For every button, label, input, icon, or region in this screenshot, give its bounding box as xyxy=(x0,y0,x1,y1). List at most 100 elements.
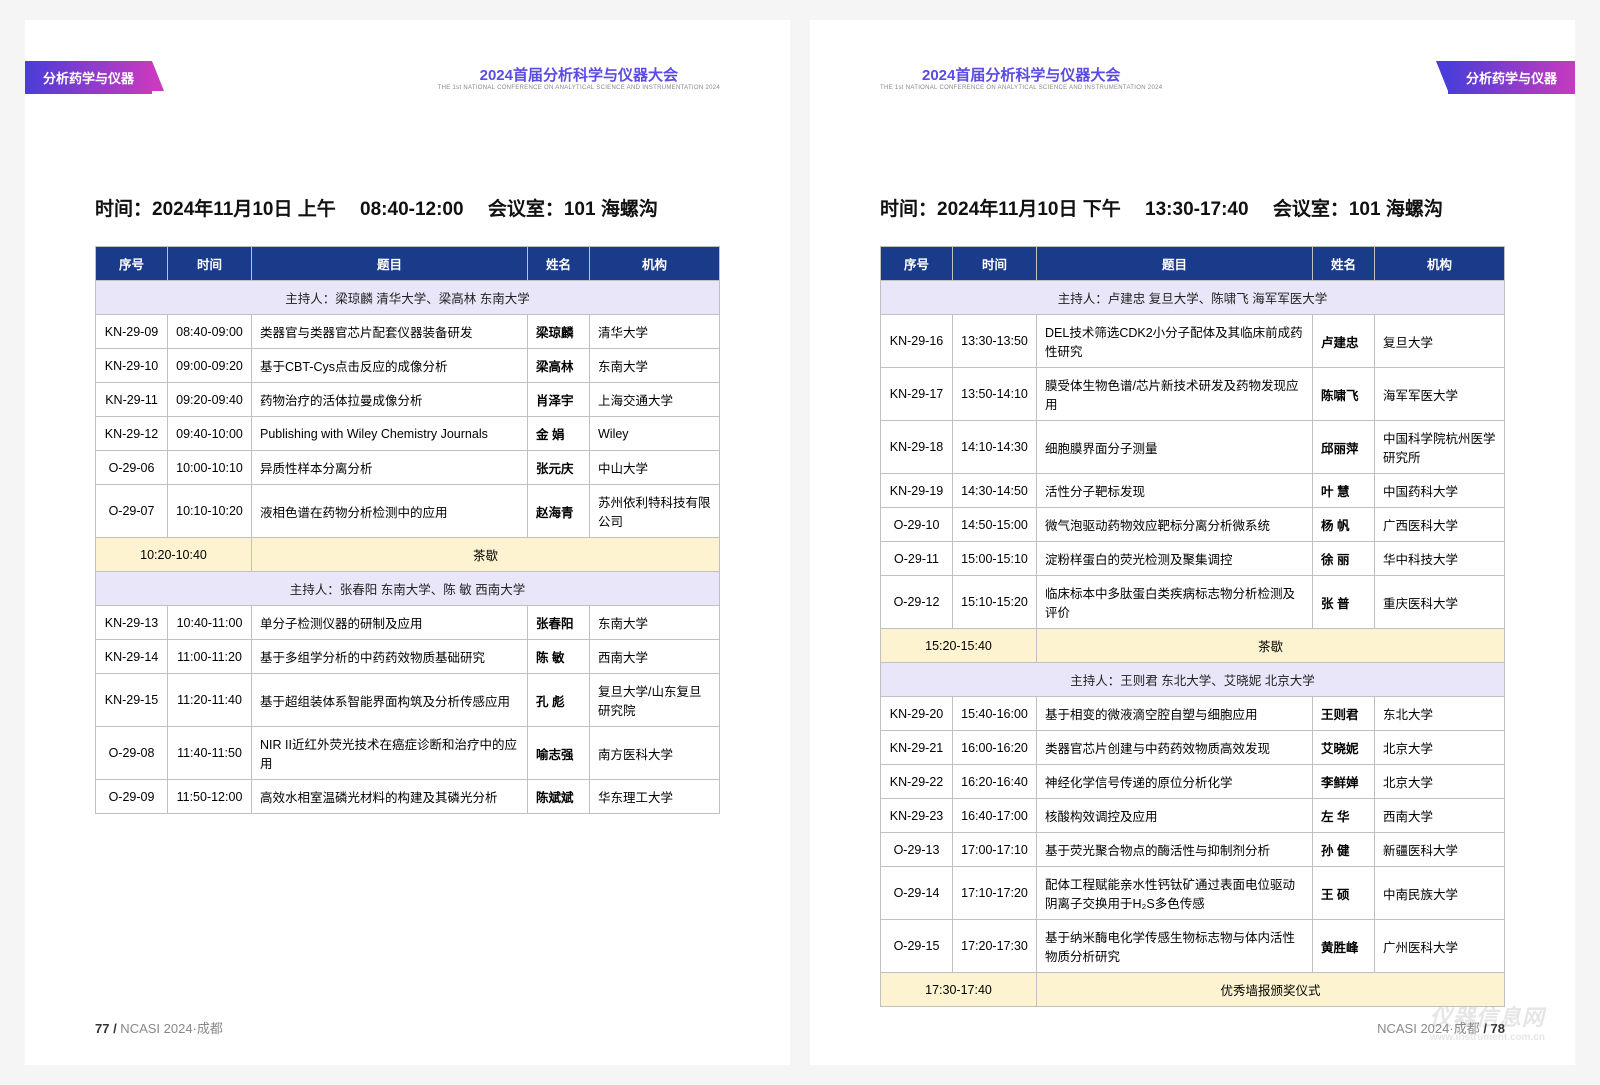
table-body-left: 主持人：梁琼麟 清华大学、梁高林 东南大学 KN-29-09 08:40-09:… xyxy=(96,281,720,814)
cell-topic: 微气泡驱动药物效应靶标分离分析微系统 xyxy=(1037,508,1313,542)
chair-cell: 主持人：张春阳 东南大学、陈 敏 西南大学 xyxy=(96,572,720,606)
header-bar-right: 2024首届分析科学与仪器大会 THE 1st NATIONAL CONFERE… xyxy=(810,60,1575,94)
cell-seq: KN-29-16 xyxy=(881,315,953,368)
col-org: 机构 xyxy=(590,247,720,281)
footer-text: NCASI 2024·成都 xyxy=(117,1021,223,1036)
break-time: 10:20-10:40 xyxy=(96,538,252,572)
cell-time: 17:00-17:10 xyxy=(953,833,1037,867)
table-row: O-29-08 11:40-11:50 NIR II近红外荧光技术在癌症诊断和治… xyxy=(96,727,720,780)
cell-name: 张元庆 xyxy=(528,451,590,485)
chair-cell: 主持人：梁琼麟 清华大学、梁高林 东南大学 xyxy=(96,281,720,315)
cell-seq: KN-29-09 xyxy=(96,315,168,349)
left-content: 时间：2024年11月10日 上午 08:40-12:00 会议室：101 海螺… xyxy=(25,94,790,814)
cell-seq: O-29-12 xyxy=(881,576,953,629)
cell-topic: 细胞膜界面分子测量 xyxy=(1037,421,1313,474)
cell-org: 西南大学 xyxy=(590,640,720,674)
cell-topic: 淀粉样蛋白的荧光检测及聚集调控 xyxy=(1037,542,1313,576)
cell-org: 南方医科大学 xyxy=(590,727,720,780)
cell-topic: 药物治疗的活体拉曼成像分析 xyxy=(252,383,528,417)
cell-topic: 基于纳米酶电化学传感生物标志物与体内活性物质分析研究 xyxy=(1037,920,1313,973)
cell-time: 14:30-14:50 xyxy=(953,474,1037,508)
table-row: KN-29-22 16:20-16:40 神经化学信号传递的原位分析化学 李鲜婵… xyxy=(881,765,1505,799)
cell-topic: 配体工程赋能亲水性钙钛矿通过表面电位驱动阴离子交换用于H₂S多色传感 xyxy=(1037,867,1313,920)
conf-sub: THE 1st NATIONAL CONFERENCE ON ANALYTICA… xyxy=(438,85,720,91)
cell-org: 中国药科大学 xyxy=(1375,474,1505,508)
schedule-table-right: 序号 时间 题目 姓名 机构 主持人：卢建忠 复旦大学、陈啸飞 海军军医大学 K… xyxy=(880,246,1505,1007)
table-row: O-29-12 15:10-15:20 临床标本中多肽蛋白类疾病标志物分析检测及… xyxy=(881,576,1505,629)
cell-time: 11:50-12:00 xyxy=(168,780,252,814)
cell-time: 09:40-10:00 xyxy=(168,417,252,451)
cell-time: 15:40-16:00 xyxy=(953,697,1037,731)
table-row: KN-29-13 10:40-11:00 单分子检测仪器的研制及应用 张春阳 东… xyxy=(96,606,720,640)
cell-time: 11:20-11:40 xyxy=(168,674,252,727)
cell-topic: 异质性样本分离分析 xyxy=(252,451,528,485)
cell-seq: KN-29-10 xyxy=(96,349,168,383)
cell-org: 复旦大学/山东复旦研究院 xyxy=(590,674,720,727)
cell-seq: O-29-07 xyxy=(96,485,168,538)
col-name-r: 姓名 xyxy=(1313,247,1375,281)
cell-seq: KN-29-12 xyxy=(96,417,168,451)
cell-name: 王则君 xyxy=(1313,697,1375,731)
cell-seq: KN-29-19 xyxy=(881,474,953,508)
break-time: 15:20-15:40 xyxy=(881,629,1037,663)
cell-seq: O-29-06 xyxy=(96,451,168,485)
table-head: 序号 时间 题目 姓名 机构 xyxy=(96,247,720,281)
cell-name: 叶 慧 xyxy=(1313,474,1375,508)
table-body-right: 主持人：卢建忠 复旦大学、陈啸飞 海军军医大学 KN-29-16 13:30-1… xyxy=(881,281,1505,1007)
cell-seq: KN-29-11 xyxy=(96,383,168,417)
session-header-left: 时间：2024年11月10日 上午 08:40-12:00 会议室：101 海螺… xyxy=(95,194,720,221)
chair-row: 主持人：梁琼麟 清华大学、梁高林 东南大学 xyxy=(96,281,720,315)
cell-org: Wiley xyxy=(590,417,720,451)
cell-seq: O-29-08 xyxy=(96,727,168,780)
cell-org: 北京大学 xyxy=(1375,731,1505,765)
cell-org: 中国科学院杭州医学研究所 xyxy=(1375,421,1505,474)
table-row: KN-29-17 13:50-14:10 膜受体生物色谱/芯片新技术研发及药物发… xyxy=(881,368,1505,421)
table-row: O-29-13 17:00-17:10 基于荧光聚合物点的酶活性与抑制剂分析 孙… xyxy=(881,833,1505,867)
watermark-main: 仪器信息网 xyxy=(1430,1005,1545,1030)
schedule-table-left: 序号 时间 题目 姓名 机构 主持人：梁琼麟 清华大学、梁高林 东南大学 KN-… xyxy=(95,246,720,814)
cell-topic: 类器官芯片创建与中药药效物质高效发现 xyxy=(1037,731,1313,765)
cell-topic: 类器官与类器官芯片配套仪器装备研发 xyxy=(252,315,528,349)
cell-org: 广西医科大学 xyxy=(1375,508,1505,542)
cell-topic: 高效水相室温磷光材料的构建及其磷光分析 xyxy=(252,780,528,814)
table-row: KN-29-21 16:00-16:20 类器官芯片创建与中药药效物质高效发现 … xyxy=(881,731,1505,765)
cell-seq: KN-29-17 xyxy=(881,368,953,421)
cell-name: 孙 健 xyxy=(1313,833,1375,867)
chair-row: 主持人：卢建忠 复旦大学、陈啸飞 海军军医大学 xyxy=(881,281,1505,315)
cell-org: 上海交通大学 xyxy=(590,383,720,417)
cell-name: 邱丽萍 xyxy=(1313,421,1375,474)
watermark-sub: www.instrument.com.cn xyxy=(1430,1032,1545,1043)
table-head-r: 序号 时间 题目 姓名 机构 xyxy=(881,247,1505,281)
cell-topic: 膜受体生物色谱/芯片新技术研发及药物发现应用 xyxy=(1037,368,1313,421)
break-label: 茶歇 xyxy=(1037,629,1505,663)
table-row: O-29-10 14:50-15:00 微气泡驱动药物效应靶标分离分析微系统 杨… xyxy=(881,508,1505,542)
cell-name: 杨 帆 xyxy=(1313,508,1375,542)
cell-name: 梁琼麟 xyxy=(528,315,590,349)
cell-org: 中山大学 xyxy=(590,451,720,485)
conf-sub-r: THE 1st NATIONAL CONFERENCE ON ANALYTICA… xyxy=(880,85,1162,91)
col-name: 姓名 xyxy=(528,247,590,281)
cell-time: 10:40-11:00 xyxy=(168,606,252,640)
cell-name: 肖泽宇 xyxy=(528,383,590,417)
cell-org: 中南民族大学 xyxy=(1375,867,1505,920)
right-content: 时间：2024年11月10日 下午 13:30-17:40 会议室：101 海螺… xyxy=(810,94,1575,1007)
cell-time: 17:10-17:20 xyxy=(953,867,1037,920)
table-row: O-29-06 10:00-10:10 异质性样本分离分析 张元庆 中山大学 xyxy=(96,451,720,485)
header-bar-left: 分析药学与仪器 2024首届分析科学与仪器大会 THE 1st NATIONAL… xyxy=(25,60,790,94)
session-header-right: 时间：2024年11月10日 下午 13:30-17:40 会议室：101 海螺… xyxy=(880,194,1505,221)
cell-name: 艾晓妮 xyxy=(1313,731,1375,765)
break-row: 17:30-17:40 优秀墙报颁奖仪式 xyxy=(881,973,1505,1007)
table-row: KN-29-15 11:20-11:40 基于超组装体系智能界面构筑及分析传感应… xyxy=(96,674,720,727)
cell-topic: 单分子检测仪器的研制及应用 xyxy=(252,606,528,640)
cell-time: 16:40-17:00 xyxy=(953,799,1037,833)
cell-seq: O-29-11 xyxy=(881,542,953,576)
table-row: KN-29-23 16:40-17:00 核酸构效调控及应用 左 华 西南大学 xyxy=(881,799,1505,833)
cell-name: 张 普 xyxy=(1313,576,1375,629)
table-row: O-29-09 11:50-12:00 高效水相室温磷光材料的构建及其磷光分析 … xyxy=(96,780,720,814)
cell-seq: O-29-13 xyxy=(881,833,953,867)
cell-org: 东南大学 xyxy=(590,349,720,383)
cell-name: 金 娟 xyxy=(528,417,590,451)
cell-name: 陈 敏 xyxy=(528,640,590,674)
cell-time: 13:30-13:50 xyxy=(953,315,1037,368)
cell-topic: NIR II近红外荧光技术在癌症诊断和治疗中的应用 xyxy=(252,727,528,780)
